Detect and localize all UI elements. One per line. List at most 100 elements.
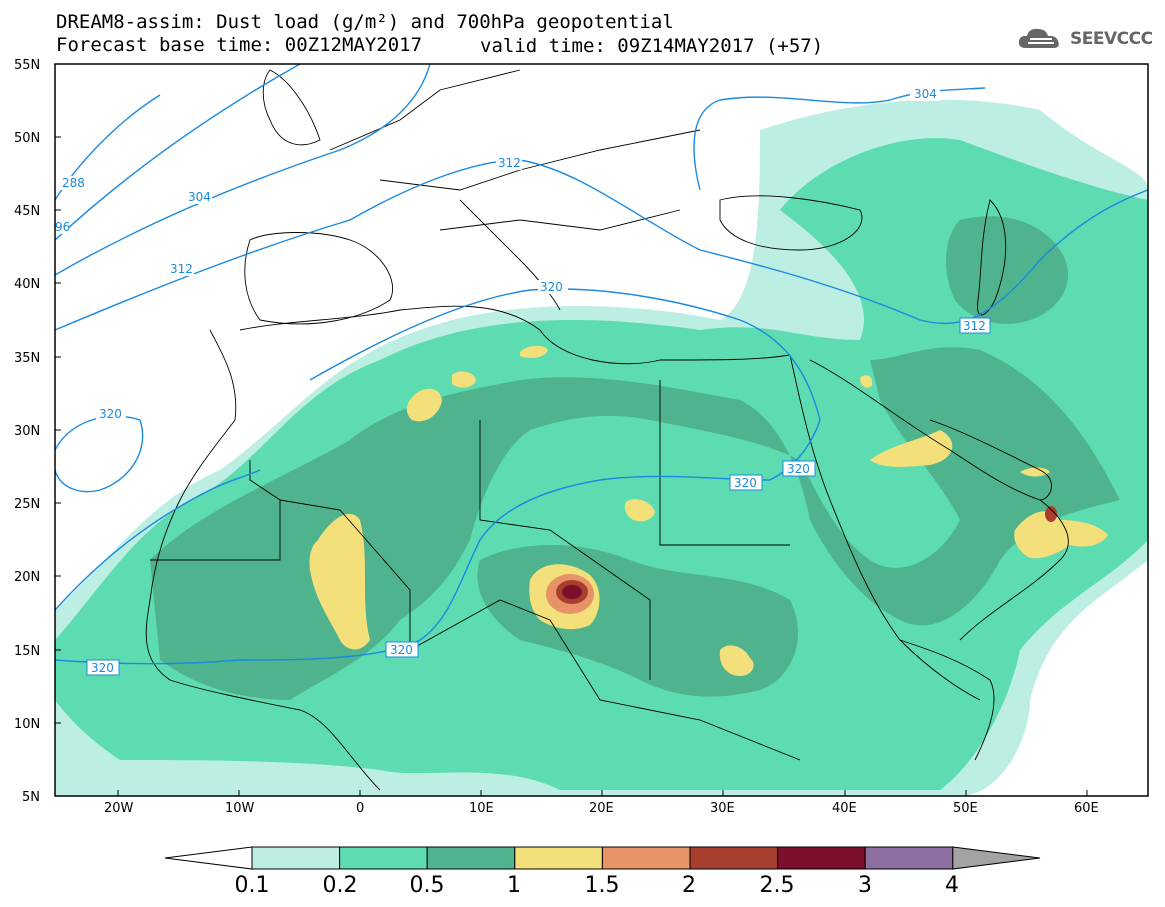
colorbar-swatch bbox=[426, 846, 516, 870]
dust-region-1-j bbox=[1020, 467, 1050, 477]
lon-label: 0 bbox=[356, 801, 364, 816]
colorbar-swatch-above bbox=[952, 846, 1041, 870]
dust-region-05 bbox=[150, 347, 1120, 700]
colorbar-label: 3 bbox=[858, 873, 872, 898]
contour-296 bbox=[55, 64, 301, 241]
coast-north-africa bbox=[239, 305, 791, 365]
colorbar-swatch bbox=[864, 846, 954, 870]
lon-labels: 20W 10W 0 10E 20E 30E 40E 50E 60E bbox=[104, 801, 1099, 816]
contour-label: 304 bbox=[914, 87, 937, 101]
lon-label: 40E bbox=[832, 801, 857, 816]
dust-region-05-c bbox=[945, 216, 1069, 324]
border-sahara-2 bbox=[479, 420, 651, 680]
contour-label: 320 bbox=[99, 407, 122, 421]
lat-label: 45N bbox=[14, 204, 40, 219]
lon-label: 60E bbox=[1074, 801, 1099, 816]
border-sahara-1 bbox=[279, 499, 411, 650]
coastlines bbox=[145, 69, 1069, 791]
coast-black-sea bbox=[719, 195, 863, 251]
colorbar-label: 1 bbox=[507, 873, 521, 898]
contour-label: 320 bbox=[91, 661, 114, 675]
dust-region-1-i bbox=[1014, 511, 1108, 559]
colorbar-label: 2.5 bbox=[760, 873, 795, 898]
colorbar-swatch bbox=[514, 846, 603, 870]
logo-text: SEEVCCC bbox=[1070, 29, 1153, 49]
lat-label: 10N bbox=[14, 717, 40, 732]
border-sahara-4 bbox=[150, 460, 281, 561]
coast-red-sea bbox=[789, 354, 981, 701]
lat-label: 50N bbox=[14, 131, 40, 146]
contour-312-west bbox=[55, 159, 1148, 331]
dust-fields bbox=[55, 99, 1148, 796]
contour-label: 320 bbox=[734, 476, 757, 490]
seevccc-logo: SEEVCCC bbox=[1016, 26, 1153, 52]
lat-labels: 55N 50N 45N 40N 35N 30N 25N 20N 15N 10N … bbox=[14, 58, 40, 805]
contour-label: 312 bbox=[963, 319, 986, 333]
dust-region-1-h bbox=[870, 430, 953, 467]
dust-region-1-f bbox=[624, 499, 655, 522]
contour-label: 320 bbox=[540, 280, 563, 294]
colorbar-label: 0.2 bbox=[323, 873, 358, 898]
border-europe bbox=[329, 69, 701, 231]
coast-caspian bbox=[977, 199, 1007, 316]
lon-label: 30E bbox=[710, 801, 735, 816]
lat-axis bbox=[55, 63, 61, 724]
lon-label: 50E bbox=[953, 801, 978, 816]
dust-region-1-k bbox=[860, 375, 873, 388]
dust-region-1-e bbox=[520, 345, 548, 358]
contour-label: 288 bbox=[62, 176, 85, 190]
coast-persian-gulf bbox=[929, 419, 1052, 501]
border-central bbox=[409, 599, 801, 761]
lat-label: 5N bbox=[22, 790, 40, 805]
border-sahara-3 bbox=[659, 380, 790, 546]
lat-label: 15N bbox=[14, 644, 40, 659]
colorbar-swatch bbox=[689, 846, 779, 870]
lon-label: 10W bbox=[225, 801, 255, 816]
colorbar-swatch bbox=[339, 846, 428, 870]
contour-label: 96 bbox=[55, 220, 70, 234]
colorbar-label: 1.5 bbox=[585, 873, 620, 898]
contour-320-south bbox=[55, 469, 261, 611]
dust-region-25 bbox=[562, 585, 582, 599]
lat-label: 20N bbox=[14, 570, 40, 585]
lat-label: 55N bbox=[14, 58, 40, 73]
lat-label: 25N bbox=[14, 497, 40, 512]
colorbar-swatch bbox=[601, 846, 691, 870]
colorbar-labels: 0.1 0.2 0.5 1 1.5 2 2.5 3 4 bbox=[235, 873, 960, 898]
contour-320-main bbox=[55, 288, 821, 665]
contour-304-west bbox=[55, 64, 431, 276]
contour-label: 312 bbox=[498, 156, 521, 170]
contour-label: 320 bbox=[787, 462, 810, 476]
dust-region-1-a bbox=[309, 513, 370, 650]
contour-label: 312 bbox=[170, 262, 193, 276]
coast-west-africa bbox=[145, 329, 381, 791]
colorbar-label: 0.5 bbox=[410, 873, 445, 898]
colorbar-label: 4 bbox=[945, 873, 959, 898]
dust-region-1-c bbox=[406, 388, 442, 422]
lon-label: 10E bbox=[469, 801, 494, 816]
colorbar-swatch bbox=[251, 846, 341, 870]
map-title: DREAM8-assim: Dust load (g/m²) and 700hP… bbox=[56, 11, 674, 33]
colorbar-label: 2 bbox=[682, 873, 696, 898]
dust-region-1-d bbox=[452, 371, 476, 388]
contour-label: 304 bbox=[188, 190, 211, 204]
coast-iberia bbox=[244, 232, 394, 325]
coast-uk bbox=[262, 69, 321, 146]
colorbar-swatch bbox=[777, 846, 866, 870]
colorbar-label: 0.1 bbox=[235, 873, 270, 898]
lon-axis bbox=[117, 790, 1088, 796]
coast-italy bbox=[459, 199, 561, 311]
lon-label: 20W bbox=[104, 801, 134, 816]
geopotential-labels: 288 304 96 312 312 312 304 320 320 320 3… bbox=[55, 87, 991, 676]
valid-time: valid time: 09Z14MAY2017 (+57) bbox=[480, 35, 824, 57]
coast-gulf-aden bbox=[899, 639, 995, 761]
dust-region-oman bbox=[1045, 506, 1057, 522]
lon-label: 20E bbox=[589, 801, 614, 816]
contour-label: 320 bbox=[390, 643, 413, 657]
lat-label: 30N bbox=[14, 424, 40, 439]
lat-label: 40N bbox=[14, 277, 40, 292]
lat-label: 35N bbox=[14, 351, 40, 366]
colorbar-swatch-below bbox=[164, 846, 253, 870]
dust-region-1-g bbox=[719, 645, 754, 676]
